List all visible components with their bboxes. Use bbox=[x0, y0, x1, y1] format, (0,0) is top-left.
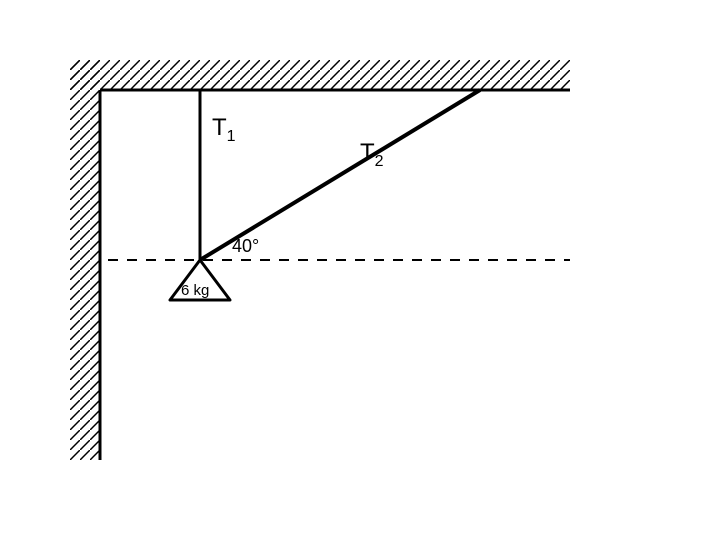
label-t1-sub: 1 bbox=[227, 128, 236, 145]
label-t2: T2 bbox=[360, 139, 384, 170]
rope-t2 bbox=[200, 90, 480, 260]
label-t2-sub: 2 bbox=[375, 153, 384, 170]
label-t2-main: T bbox=[360, 139, 375, 166]
physics-diagram: T1 T2 40° 6 kg bbox=[0, 0, 720, 540]
label-t1-main: T bbox=[212, 114, 227, 141]
label-angle: 40° bbox=[232, 236, 259, 256]
label-t1: T1 bbox=[212, 114, 236, 145]
hatch-left bbox=[70, 60, 100, 460]
hatch-top bbox=[70, 60, 570, 90]
label-mass: 6 kg bbox=[181, 282, 209, 299]
